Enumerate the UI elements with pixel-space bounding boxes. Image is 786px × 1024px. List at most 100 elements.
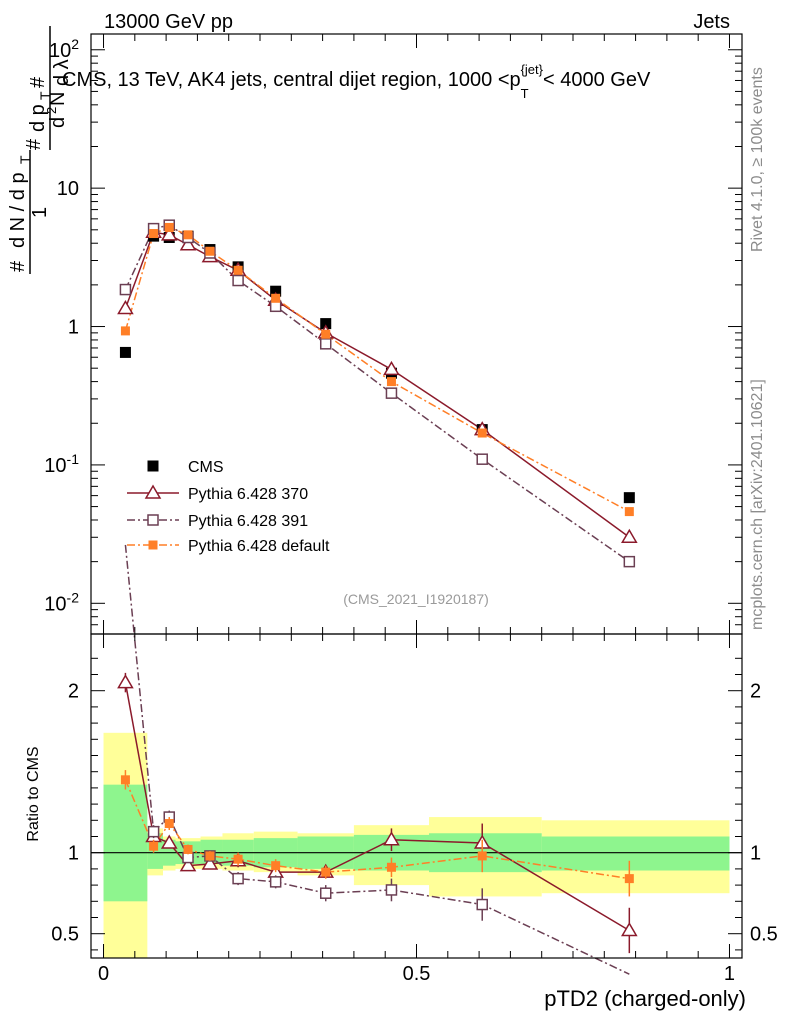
main-y-tick-label: 10-2 <box>44 589 79 615</box>
main-point-pdef <box>386 377 396 387</box>
main-point-data <box>623 492 635 504</box>
ratio-point-p391 <box>269 876 282 888</box>
ratio-point-pdef <box>477 851 487 861</box>
header-right: Jets <box>693 11 730 33</box>
rivet-label: Rivet 4.1.0, ≥ 100k events <box>749 67 766 252</box>
x-tick-label: 0.5 <box>403 963 431 985</box>
main-point-pdef <box>183 230 193 240</box>
main-point-pdef <box>624 507 634 517</box>
main-point-pdef <box>120 326 130 336</box>
main-point-pdef <box>321 329 331 339</box>
legend-label-p391: Pythia 6.428 391 <box>188 513 308 530</box>
ratio-point-pdef <box>386 862 396 872</box>
ratio-y-tick-label-right: 1 <box>750 843 761 865</box>
ratio-point-pdef <box>271 861 281 871</box>
main-point-p391 <box>119 283 132 296</box>
main-point-pdef <box>149 229 159 239</box>
main-point-p391 <box>319 338 332 350</box>
ratio-y-tick-label: 2 <box>68 681 79 703</box>
ratio-point-pdef <box>233 854 243 864</box>
svg-text:#: # <box>27 76 49 88</box>
x-tick-label: 0 <box>98 963 109 985</box>
ratio-point-p370 <box>201 855 219 870</box>
x-axis-label: pTD2 (charged-only) <box>544 986 746 1011</box>
ratio-point-p391 <box>476 898 488 911</box>
main-y-tick-label: 10-1 <box>44 451 79 477</box>
ratio-y-tick-label: 0.5 <box>51 924 79 946</box>
main-point-pdef <box>164 222 174 232</box>
svg-text:T: T <box>37 91 53 100</box>
ratio-point-p370 <box>383 831 400 846</box>
legend-marker-p370 <box>144 484 162 499</box>
svg-text:#: # <box>7 260 29 272</box>
ratio-y-tick-label-right: 2 <box>750 681 761 703</box>
main-point-pdef <box>477 428 487 438</box>
main-y-tick-label: 10 <box>57 178 79 200</box>
legend-label-p370: Pythia 6.428 370 <box>188 486 308 503</box>
ratio-point-pdef <box>164 819 174 829</box>
ratio-point-pdef <box>321 867 331 877</box>
svg-text:1: 1 <box>29 207 51 218</box>
ratio-series-line-p370 <box>124 682 630 932</box>
ratio-point-pdef <box>205 851 215 861</box>
ratio-point-pdef <box>149 841 159 851</box>
svg-text:#: # <box>23 138 45 150</box>
main-point-data <box>119 346 131 358</box>
main-point-p391 <box>232 274 244 287</box>
main-point-p391 <box>385 387 398 399</box>
main-point-pdef <box>271 293 281 303</box>
main-point-p391 <box>269 300 282 313</box>
main-y-tick-label: 1 <box>68 317 79 339</box>
main-point-data <box>270 285 282 297</box>
ratio-point-p391 <box>232 872 244 885</box>
ratio-point-p391 <box>147 825 160 838</box>
ratio-series-line-p391 <box>124 544 630 975</box>
main-point-pdef <box>205 246 215 256</box>
x-tick-label: 1 <box>724 963 735 985</box>
main-point-pdef <box>233 265 243 275</box>
analysis-watermark: (CMS_2021_I1920187) <box>343 591 489 607</box>
ratio-point-pdef <box>183 844 193 854</box>
main-point-p370 <box>179 236 197 251</box>
main-point-p370 <box>160 226 178 241</box>
ratio-y-axis-label: Ratio to CMS <box>25 746 42 841</box>
ratio-point-pdef <box>120 775 130 785</box>
ratio-point-p370 <box>160 834 178 849</box>
svg-text:d λ: d λ <box>51 59 73 86</box>
ratio-band-inner <box>103 784 148 902</box>
legend-marker-data <box>147 460 159 472</box>
main-point-p370 <box>117 300 134 315</box>
svg-text:T: T <box>17 155 33 164</box>
main-point-data <box>320 318 332 330</box>
ratio-point-p370 <box>621 921 638 937</box>
ratio-point-p391 <box>319 887 332 899</box>
ratio-frame <box>90 633 743 959</box>
svg-text:d p: d p <box>27 104 49 132</box>
main-y-axis-label: # d N / d p T 1 # d p T d λ # d 2 N <box>7 26 73 274</box>
main-series-line-p391 <box>124 224 630 563</box>
svg-text:d N / d p: d N / d p <box>7 172 29 248</box>
main-point-p391 <box>476 453 488 465</box>
svg-text:d: d <box>47 117 69 128</box>
main-point-p370 <box>621 528 638 544</box>
svg-text:2: 2 <box>44 107 59 114</box>
main-point-p391 <box>623 555 636 568</box>
ratio-panel: 0.5 0.5 1 1 2 2 0 0.5 1 <box>51 544 778 985</box>
main-y-tick-label: 102 <box>49 36 79 62</box>
ratio-y-tick-label: 1 <box>68 843 79 865</box>
header-left: 13000 GeV pp <box>104 11 233 33</box>
ratio-y-tick-label-right: 0.5 <box>750 924 778 946</box>
legend-label-data: CMS <box>188 459 224 476</box>
chart-title: CMS, 13 TeV, AK4 jets, central dijet reg… <box>62 62 651 101</box>
legend-marker-pdef <box>148 540 158 550</box>
legend-marker-p391 <box>147 514 159 526</box>
ratio-point-p370 <box>117 674 134 689</box>
ratio-point-p370 <box>179 857 197 872</box>
mcplots-label: mcplots.cern.ch [arXiv:2401.10621] <box>749 379 766 630</box>
legend-label-pdef: Pythia 6.428 default <box>188 538 330 555</box>
svg-text:N: N <box>47 92 69 106</box>
ratio-point-p391 <box>385 884 398 896</box>
main-point-p370 <box>383 360 400 376</box>
